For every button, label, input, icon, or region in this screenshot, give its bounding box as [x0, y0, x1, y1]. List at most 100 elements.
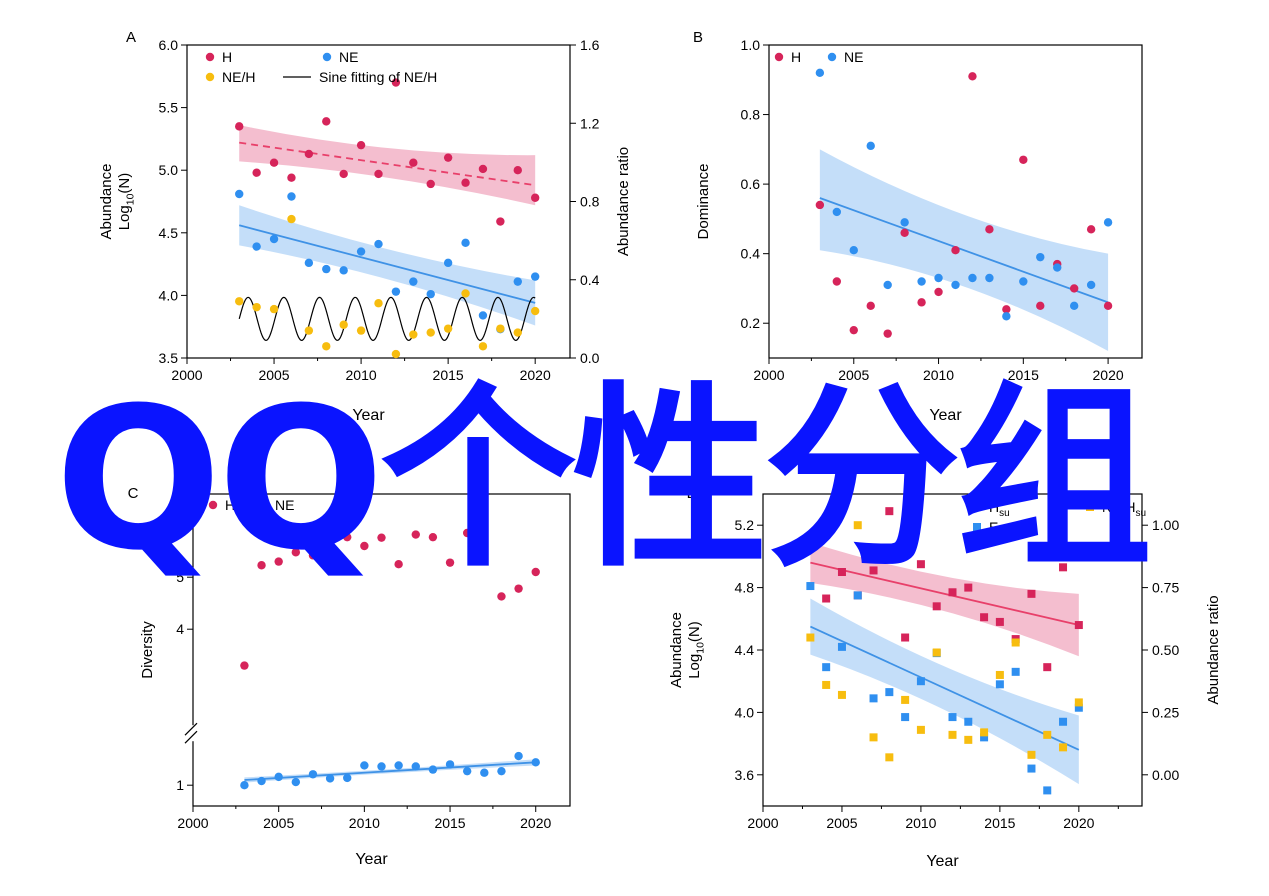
data-point-neh [885, 753, 894, 762]
panel-label: B [693, 29, 703, 46]
x-tick-label: 2000 [753, 367, 784, 383]
data-point-h [1027, 589, 1036, 598]
data-point-neh [269, 304, 279, 314]
data-point-ne [530, 272, 540, 281]
data-point-ne [531, 758, 540, 767]
data-point-h [1036, 301, 1045, 311]
data-point-neh [496, 324, 505, 333]
legend-label: NE [339, 49, 358, 65]
y-tick-label: 4.4 [735, 642, 755, 658]
x-tick-label: 2015 [434, 815, 465, 831]
data-point-ne [461, 238, 470, 248]
data-point-ne [443, 258, 453, 268]
x-tick-label: 2000 [177, 815, 208, 831]
x-tick-label: 2005 [826, 815, 857, 831]
legend-swatch [973, 503, 981, 511]
data-point-h [428, 532, 438, 542]
y2-tick-label: 0.50 [1152, 642, 1179, 658]
x-axis-label: Year [352, 407, 385, 424]
axis-break-gap [189, 725, 197, 742]
legend-label: NE [275, 497, 294, 513]
data-point-h [530, 193, 540, 202]
data-point-h [391, 78, 401, 87]
data-point-h [885, 507, 894, 516]
y2-tick-label: 0.8 [580, 194, 600, 210]
data-point-h [883, 329, 892, 338]
panel-a: A 2000 2005 2010 2015 2020 Year 3.5 4.0 4.5 5.0 5.5… [98, 29, 632, 424]
data-point-h [1043, 663, 1052, 672]
data-point-ne [1002, 312, 1011, 321]
data-point-h [356, 140, 366, 150]
legend-swatch [205, 72, 215, 82]
data-point-h [304, 149, 314, 159]
data-point-h [1002, 305, 1011, 314]
data-point-h [934, 287, 943, 297]
legend-swatch [973, 523, 981, 531]
fit-line [810, 561, 1080, 626]
legend-swatch [827, 52, 837, 62]
data-point-h [995, 617, 1004, 626]
data-point-neh [513, 328, 522, 337]
x-tick-label: 2015 [433, 367, 464, 383]
y2-tick-label: 0.00 [1152, 767, 1179, 783]
y2-tick-label: 0.0 [580, 350, 600, 366]
plot-frame [768, 44, 1143, 359]
data-point-ne [514, 751, 523, 761]
y2-tick-label: 1.2 [580, 115, 600, 131]
data-point-ne [428, 765, 438, 774]
axis-break-mark [184, 730, 198, 744]
data-point-h [1019, 155, 1028, 164]
data-point-h [932, 602, 941, 611]
data-point-neh [964, 735, 973, 744]
data-point-h [1059, 563, 1068, 572]
data-point-ne [934, 273, 943, 283]
x-tick-label: 2010 [905, 815, 936, 831]
data-point-h [478, 164, 488, 174]
data-point-ne [426, 289, 435, 299]
data-point-h [235, 122, 244, 131]
data-point-h [377, 533, 386, 542]
data-point-ne [849, 245, 858, 255]
data-point-neh [932, 648, 941, 657]
fit-line [819, 197, 1109, 304]
y-tick-label: 0.4 [741, 246, 761, 262]
data-point-h [394, 560, 403, 569]
y-axis-label: Log10(N) [686, 621, 707, 679]
data-point-ne [980, 733, 989, 742]
data-point-ne [815, 68, 825, 78]
legend-label: NE/H [222, 69, 255, 85]
data-point-h [322, 117, 331, 126]
x-tick-label: 2015 [984, 815, 1015, 831]
data-point-h [513, 166, 522, 175]
data-point-neh [948, 730, 957, 739]
y-axis-label: Dominance [695, 164, 712, 240]
panel-label: C [128, 485, 139, 502]
data-point-ne [1074, 703, 1083, 712]
data-point-ne [901, 713, 910, 722]
y-tick-label: 0.8 [741, 107, 761, 123]
data-point-ne [916, 677, 925, 686]
data-point-ne [377, 762, 386, 771]
x-axis-label: Year [929, 407, 962, 424]
data-point-ne [968, 273, 977, 283]
data-point-h [964, 583, 973, 592]
data-point-ne [325, 774, 335, 783]
data-point-neh [869, 733, 878, 742]
overlay-watermark-text: QQ个性分组 [55, 366, 1152, 594]
y-tick-label: 6.0 [159, 37, 179, 53]
y-tick-label: 0.6 [741, 176, 761, 192]
data-point-ne [1036, 252, 1045, 262]
data-point-neh [1059, 743, 1068, 752]
data-point-ne [356, 247, 366, 256]
data-point-ne [322, 264, 331, 274]
data-point-ne [1027, 764, 1036, 773]
data-point-ne [883, 280, 892, 290]
legend-label: Sine fitting of NE/H [319, 69, 437, 85]
x-tick-label: 2005 [258, 367, 289, 383]
data-point-h [443, 153, 453, 162]
legend-label: H [791, 49, 801, 65]
panel-c: C 2000 2005 2010 2015 2020 Year 1 4 5 Diversity H NE [128, 485, 571, 868]
data-point-h [496, 217, 505, 226]
data-point-ne [1086, 280, 1096, 290]
